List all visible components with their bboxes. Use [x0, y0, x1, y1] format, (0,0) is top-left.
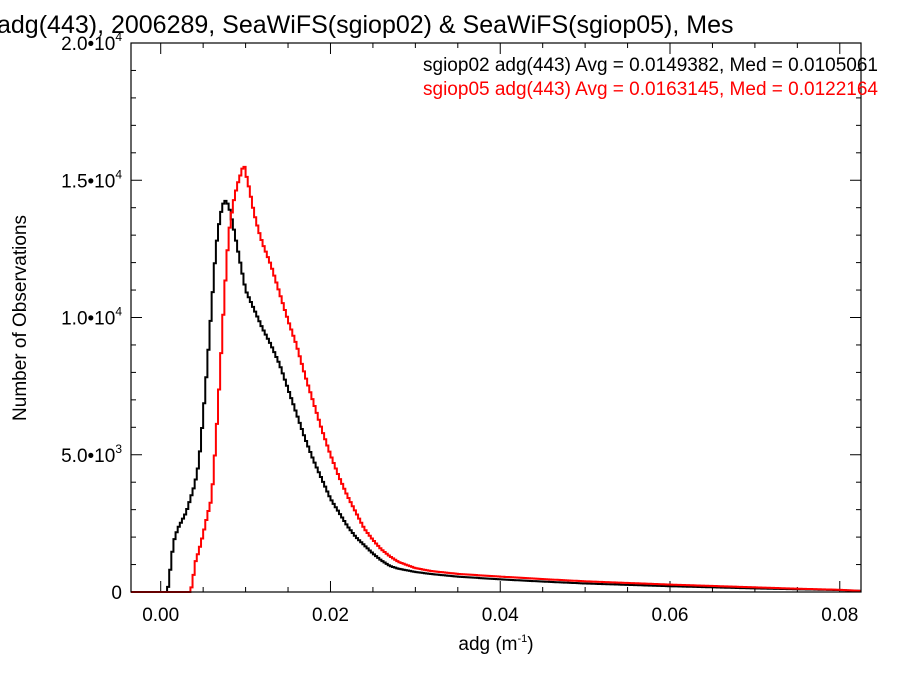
- x-tick-label: 0.08: [821, 605, 858, 626]
- plot-frame: [130, 42, 862, 593]
- series-line-sgiop05: [131, 165, 861, 593]
- y-tick-label: 5.0•103: [61, 442, 122, 467]
- y-axis-label: Number of Observations: [10, 215, 31, 421]
- y-tick-label: 0: [111, 583, 122, 604]
- x-tick-label: 0.06: [652, 605, 689, 626]
- y-tick-label: 1.0•104: [61, 305, 122, 330]
- x-tick-label: 0.02: [312, 605, 349, 626]
- x-axis-label: adg (m-1): [458, 633, 533, 655]
- x-axis-label-end: ): [527, 634, 533, 655]
- x-axis-label-base: adg (m: [458, 634, 517, 655]
- x-tick-label: 0.00: [142, 605, 179, 626]
- chart-title: adg(443), 2006289, SeaWiFS(sgiop02) & Se…: [0, 11, 733, 39]
- y-tick-label: 1.5•104: [61, 167, 122, 192]
- x-tick-label: 0.04: [482, 605, 519, 626]
- series-line-sgiop02: [131, 199, 861, 593]
- y-tick-label: 2.0•104: [61, 30, 122, 55]
- legend-annotation-sgiop05: sgiop05 adg(443) Avg = 0.0163145, Med = …: [423, 79, 878, 100]
- x-axis-label-exponent: -1: [518, 633, 528, 645]
- legend-annotation-sgiop02: sgiop02 adg(443) Avg = 0.0149382, Med = …: [423, 55, 878, 76]
